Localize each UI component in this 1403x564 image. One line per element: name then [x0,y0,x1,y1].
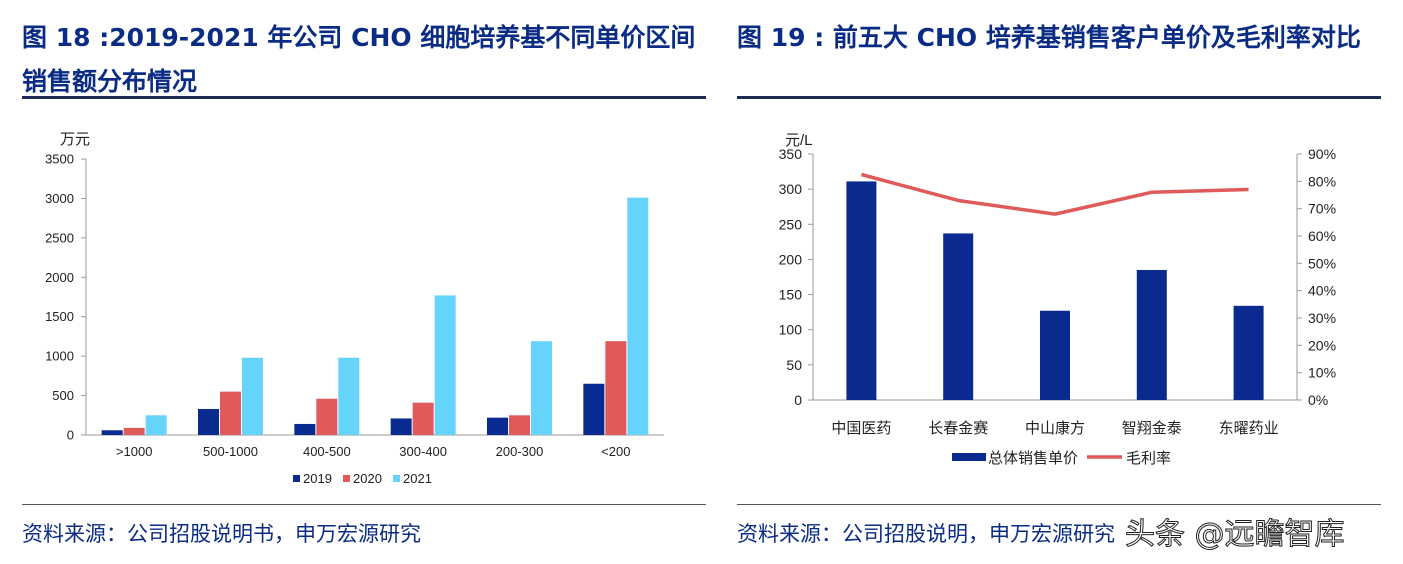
bar-2020 [509,415,530,435]
bar-2020 [316,398,338,435]
bar-2020 [123,427,145,435]
y-tick-label: 0 [67,428,74,443]
bar-2020 [220,391,241,435]
bar-2021 [627,197,649,435]
y-tick-label: 100 [779,322,803,338]
bar-2021 [145,415,167,435]
watermark: 头条 @远瞻智库 [1125,517,1346,553]
y2-tick-label: 10% [1308,365,1336,381]
x-tick-label: 300-400 [399,444,447,459]
bar-2021 [531,341,552,435]
y-tick-label: 3000 [45,191,74,206]
x-tick-label: 中国医药 [831,420,891,437]
right-figure-panel: 图 19 : 前五大 CHO 培养基销售客户单价及毛利率对比 元/L 0 50 100… [720,0,1403,564]
title-rule [737,96,1381,99]
y-tick-label: 300 [779,181,803,197]
y2-tick-label: 80% [1308,173,1336,189]
y-tick-label: 1500 [45,309,74,324]
y2-tick-label: 70% [1308,201,1336,217]
customer-price-margin-chart: 元/L 0 50 100 150 200 250 300 350 0% 10% 20% 30% 40% 50… [779,132,1336,467]
y2-tick-label: 50% [1308,255,1336,271]
figure-19-title: 图 19 : 前五大 CHO 培养基销售客户单价及毛利率对比 [737,23,1361,52]
y2-tick-label: 90% [1308,146,1336,162]
legend-label: 毛利率 [1126,450,1171,467]
x-tick-label: 智翔金泰 [1122,419,1182,437]
bar-2019 [390,418,412,435]
bar-2021 [338,357,360,435]
bar-2021 [242,357,263,435]
y-tick-label: 250 [779,216,803,232]
legend-swatch-2019 [293,475,300,482]
bar-2020 [605,341,627,435]
title-rule [22,96,706,99]
bar-unit-price [1136,269,1167,400]
x-tick-label: 200-300 [496,444,544,459]
figure-18-source: 资料来源：公司招股说明书，申万宏源研究 [22,522,421,546]
y2-tick-label: 40% [1308,283,1336,299]
figure-18-title: 图 18 :2019-2021 年公司 CHO 细胞培养基不同单价区间销售额分布… [22,23,696,96]
x-tick-label: <200 [601,444,630,459]
legend-label: 总体销售单价 [988,450,1078,467]
bar-2019 [101,430,123,435]
x-tick-label: 400-500 [303,444,351,459]
x-tick-label: 500-1000 [203,444,258,459]
legend-swatch-2021 [393,475,400,482]
y-tick-label: 500 [52,388,74,403]
bar-2019 [487,417,508,435]
y-tick-label: 1000 [45,349,74,364]
bar-2019 [294,423,316,435]
y-tick-label: 2500 [45,230,74,245]
legend-label: 2020 [353,471,382,486]
sales-by-price-range-chart: 万元 0 500 1000 1500 2000 2500 3000 3500 >1000 500-1… [45,131,664,486]
bar-2019 [198,408,219,435]
legend-label: 2019 [303,471,332,486]
y2-tick-label: 60% [1308,228,1336,244]
x-tick-label: 中山康方 [1025,420,1085,437]
figure-19-source: 资料来源：公司招股说明，申万宏源研究 [737,522,1115,546]
bar-unit-price [1233,305,1264,400]
bar-unit-price [846,181,877,400]
y-tick-label: 0 [794,392,802,408]
bar-unit-price [943,233,974,400]
y-tick-label: 150 [779,287,803,303]
legend-swatch-2020 [343,475,350,482]
y-axis-unit-label: 元/L [785,132,813,149]
source-rule [22,504,706,505]
y2-tick-label: 0% [1308,392,1328,408]
bar-unit-price [1040,310,1070,400]
bar-2021 [434,295,456,435]
bar-2020 [412,402,434,435]
gross-margin-line [860,172,1249,216]
x-tick-label: >1000 [116,444,153,459]
y-axis-unit-label: 万元 [60,131,90,148]
y-tick-label: 200 [779,251,803,267]
x-tick-label: 长春金赛 [928,420,988,437]
source-rule [737,504,1381,505]
y-tick-label: 50 [786,357,802,373]
y-tick-label: 3500 [45,152,74,167]
legend-label: 2021 [403,471,432,486]
y-tick-label: 350 [779,146,803,162]
y-tick-label: 2000 [45,270,74,285]
y2-tick-label: 30% [1308,310,1336,326]
x-tick-label: 东曜药业 [1219,420,1279,437]
y2-tick-label: 20% [1308,337,1336,353]
legend-swatch-unit-price [952,453,986,461]
bar-2019 [583,383,605,435]
left-figure-panel: 图 18 :2019-2021 年公司 CHO 细胞培养基不同单价区间销售额分布… [22,23,706,546]
